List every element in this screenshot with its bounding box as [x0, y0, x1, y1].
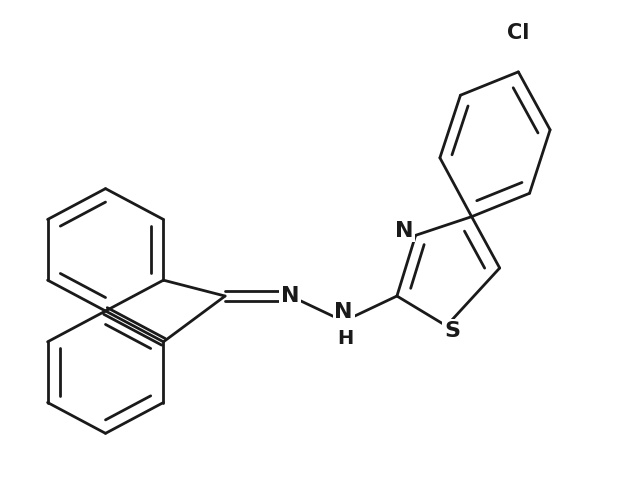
Text: S: S [444, 321, 460, 341]
Text: N: N [335, 302, 353, 322]
Text: N: N [281, 286, 300, 306]
Text: H: H [337, 329, 354, 348]
Text: N: N [395, 221, 414, 240]
Text: Cl: Cl [507, 23, 529, 43]
